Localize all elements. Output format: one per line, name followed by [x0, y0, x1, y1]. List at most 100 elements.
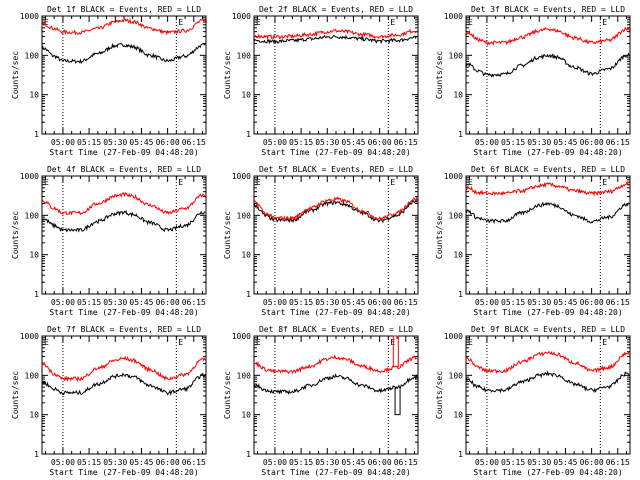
x-tick-label: 05:45 [129, 298, 153, 307]
x-tick-label: 06:00 [156, 458, 180, 467]
plot-frame [253, 15, 419, 135]
events-series-line [465, 201, 630, 224]
y-tick-label: 10 [241, 411, 251, 420]
x-tick-label: 05:00 [475, 138, 499, 147]
x-tick-label: 06:00 [156, 298, 180, 307]
x-tick-label: 05:45 [341, 458, 365, 467]
x-tick-label: 05:15 [77, 298, 101, 307]
events-series-line [41, 372, 206, 397]
events-spike [394, 387, 401, 416]
x-tick-label: 05:00 [51, 458, 75, 467]
y-tick-label: 100 [237, 211, 252, 220]
events-series-line [41, 42, 206, 65]
x-axis-label: Start Time (27-Feb-09 04:48:20) [473, 148, 622, 157]
panel-det-2: Det 2f BLACK = Events, RED = LLD 1 10 100 10… [223, 5, 419, 157]
panel-title: Det 8f BLACK = Events, RED = LLD [259, 325, 413, 334]
y-axis-label: Counts/sec [223, 371, 232, 419]
lld-series-line [41, 191, 206, 216]
x-tick-label: 05:15 [77, 138, 101, 147]
x-tick-label: 05:45 [129, 458, 153, 467]
x-tick-label: 05:00 [263, 298, 287, 307]
panel-title: Det 2f BLACK = Events, RED = LLD [259, 5, 413, 14]
x-tick-label: 05:15 [501, 138, 525, 147]
x-tick-label: 05:00 [51, 138, 75, 147]
x-tick-label: 05:15 [501, 298, 525, 307]
y-axis-label: Counts/sec [223, 51, 232, 99]
x-tick-label: 06:00 [580, 138, 604, 147]
events-series-line [253, 199, 418, 224]
y-tick-label: 1 [458, 130, 463, 139]
x-tick-label: 06:15 [394, 138, 418, 147]
panel-det-6: Det 6f BLACK = Events, RED = LLD 1 10 100 10… [435, 165, 631, 317]
y-tick-label: 1000 [232, 332, 251, 341]
x-tick-label: 05:45 [129, 138, 153, 147]
panel-det-9: Det 9f BLACK = Events, RED = LLD 1 10 100 10… [435, 325, 631, 477]
event-marker-label: E [602, 18, 607, 27]
y-tick-label: 1000 [20, 172, 39, 181]
x-tick-label: 05:30 [103, 138, 127, 147]
panel-title: Det 6f BLACK = Events, RED = LLD [471, 165, 625, 174]
event-marker-label: E [468, 18, 473, 27]
y-tick-label: 1000 [232, 172, 251, 181]
x-axis-label: Start Time (27-Feb-09 04:48:20) [261, 468, 410, 477]
plot-frame [41, 15, 207, 135]
y-tick-label: 1 [34, 290, 39, 299]
x-tick-label: 05:00 [475, 298, 499, 307]
y-tick-label: 100 [237, 51, 252, 60]
lld-series-line [253, 28, 418, 41]
y-tick-label: 10 [241, 251, 251, 260]
events-series-line [253, 373, 418, 395]
x-axis-label: Start Time (27-Feb-09 04:48:20) [261, 148, 410, 157]
x-tick-label: 06:15 [394, 298, 418, 307]
x-tick-label: 06:00 [580, 458, 604, 467]
x-tick-label: 06:15 [182, 458, 206, 467]
x-tick-label: 05:00 [263, 458, 287, 467]
y-tick-label: 1000 [20, 332, 39, 341]
x-tick-label: 05:45 [553, 138, 577, 147]
x-tick-label: 05:45 [553, 458, 577, 467]
x-tick-label: 05:00 [475, 458, 499, 467]
event-marker-label: E [256, 338, 261, 347]
event-marker-label: E [468, 178, 473, 187]
panel-title: Det 3f BLACK = Events, RED = LLD [471, 5, 625, 14]
x-tick-label: 05:30 [315, 138, 339, 147]
y-tick-label: 1 [458, 290, 463, 299]
y-tick-label: 1000 [444, 332, 463, 341]
events-series-line [253, 34, 418, 45]
panel-det-4: Det 4f BLACK = Events, RED = LLD 1 10 100 10… [11, 165, 207, 317]
x-tick-label: 05:30 [527, 458, 551, 467]
events-series-line [465, 52, 630, 78]
event-marker-label: E [602, 178, 607, 187]
x-tick-label: 06:15 [606, 298, 630, 307]
y-tick-label: 100 [25, 51, 40, 60]
y-axis-label: Counts/sec [11, 51, 20, 99]
x-tick-label: 05:15 [289, 458, 313, 467]
x-tick-label: 06:15 [394, 458, 418, 467]
lld-series-line [465, 181, 630, 197]
y-tick-label: 1000 [444, 12, 463, 21]
panel-title: Det 4f BLACK = Events, RED = LLD [47, 165, 201, 174]
x-axis-label: Start Time (27-Feb-09 04:48:20) [473, 308, 622, 317]
y-axis-label: Counts/sec [11, 371, 20, 419]
y-tick-label: 10 [29, 411, 39, 420]
y-tick-label: 10 [453, 91, 463, 100]
lld-series-line [41, 18, 206, 36]
y-tick-label: 1 [458, 450, 463, 459]
event-marker-label: E [468, 338, 473, 347]
y-tick-label: 10 [453, 251, 463, 260]
x-axis-label: Start Time (27-Feb-09 04:48:20) [49, 148, 198, 157]
x-tick-label: 05:15 [289, 138, 313, 147]
y-tick-label: 100 [449, 371, 464, 380]
y-tick-label: 100 [25, 371, 40, 380]
event-marker-label: E [390, 18, 395, 27]
x-tick-label: 05:30 [103, 298, 127, 307]
x-tick-label: 05:00 [51, 298, 75, 307]
y-tick-label: 100 [237, 371, 252, 380]
y-axis-label: Counts/sec [223, 211, 232, 259]
x-tick-label: 06:00 [368, 458, 392, 467]
panel-title: Det 5f BLACK = Events, RED = LLD [259, 165, 413, 174]
y-tick-label: 10 [29, 91, 39, 100]
x-tick-label: 05:30 [527, 138, 551, 147]
y-tick-label: 1 [34, 130, 39, 139]
